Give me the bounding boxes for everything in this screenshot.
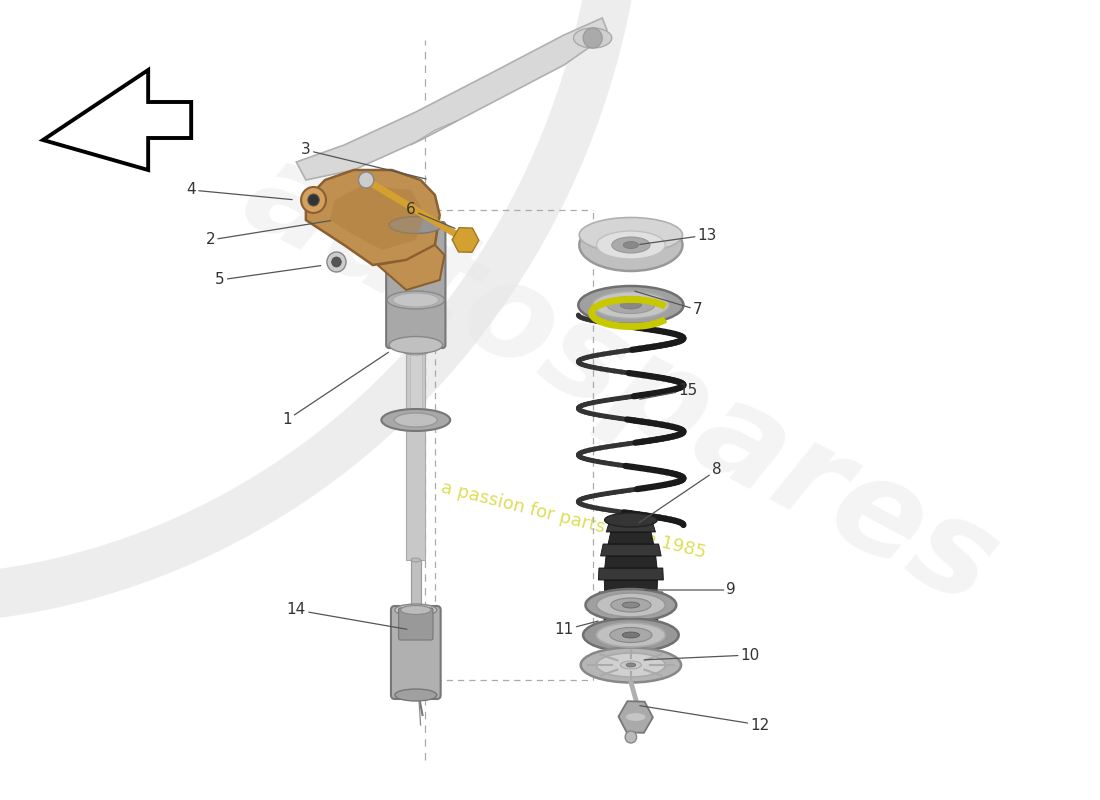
Ellipse shape [624, 242, 638, 249]
Circle shape [359, 172, 374, 188]
Text: 6: 6 [406, 202, 455, 228]
Circle shape [308, 194, 319, 206]
Text: 9: 9 [645, 582, 736, 598]
Text: 1: 1 [282, 352, 388, 427]
Ellipse shape [625, 713, 646, 722]
Polygon shape [598, 568, 663, 580]
Text: 12: 12 [640, 706, 770, 733]
Text: 2: 2 [206, 221, 330, 247]
Text: a passion for parts since 1985: a passion for parts since 1985 [439, 478, 708, 562]
Circle shape [301, 187, 326, 213]
Ellipse shape [411, 558, 420, 562]
Ellipse shape [596, 231, 666, 259]
Polygon shape [603, 616, 659, 628]
Ellipse shape [580, 218, 682, 253]
Bar [411, 560, 420, 610]
Polygon shape [606, 520, 656, 532]
Bar [410, 350, 421, 420]
Ellipse shape [596, 593, 666, 617]
Polygon shape [610, 628, 651, 640]
Bar [406, 350, 426, 560]
Ellipse shape [382, 409, 450, 431]
Text: 13: 13 [640, 227, 717, 245]
Text: 8: 8 [639, 462, 722, 522]
Ellipse shape [605, 513, 657, 527]
Text: autospares: autospares [224, 129, 1019, 631]
Ellipse shape [620, 661, 641, 669]
Ellipse shape [394, 413, 438, 427]
Ellipse shape [596, 623, 666, 647]
Circle shape [625, 731, 637, 743]
Text: 4: 4 [186, 182, 293, 200]
Ellipse shape [612, 237, 650, 253]
Ellipse shape [596, 653, 666, 677]
Ellipse shape [579, 286, 683, 324]
FancyBboxPatch shape [390, 606, 441, 699]
FancyBboxPatch shape [386, 222, 446, 348]
Polygon shape [296, 18, 607, 180]
Polygon shape [608, 532, 653, 544]
Ellipse shape [581, 647, 681, 682]
Ellipse shape [607, 297, 654, 314]
Ellipse shape [583, 618, 679, 651]
Ellipse shape [395, 689, 437, 701]
Circle shape [327, 252, 346, 272]
Polygon shape [604, 580, 658, 592]
Ellipse shape [387, 291, 444, 309]
Polygon shape [598, 592, 663, 604]
FancyBboxPatch shape [398, 608, 433, 640]
Ellipse shape [593, 291, 669, 318]
Ellipse shape [389, 217, 442, 234]
Polygon shape [411, 120, 459, 145]
Ellipse shape [580, 219, 682, 271]
Ellipse shape [623, 632, 639, 638]
Polygon shape [330, 185, 426, 250]
Ellipse shape [610, 598, 651, 612]
Text: 5: 5 [214, 266, 321, 287]
Ellipse shape [620, 301, 641, 309]
Text: 3: 3 [301, 142, 426, 179]
Ellipse shape [585, 589, 676, 621]
Polygon shape [606, 604, 656, 616]
Ellipse shape [400, 606, 431, 614]
Text: 7: 7 [635, 291, 703, 318]
Text: 11: 11 [554, 621, 598, 638]
Ellipse shape [389, 337, 442, 354]
Polygon shape [377, 245, 444, 290]
Polygon shape [601, 544, 661, 556]
Ellipse shape [402, 345, 430, 355]
Ellipse shape [626, 663, 636, 667]
Text: 15: 15 [640, 382, 697, 399]
Ellipse shape [623, 602, 639, 608]
Ellipse shape [573, 28, 612, 48]
Ellipse shape [609, 627, 652, 642]
Text: 14: 14 [287, 602, 407, 630]
Text: 10: 10 [645, 647, 760, 662]
Circle shape [583, 28, 602, 48]
Ellipse shape [609, 634, 652, 646]
Circle shape [332, 257, 341, 267]
Polygon shape [306, 170, 440, 265]
Ellipse shape [395, 604, 437, 616]
Ellipse shape [393, 293, 439, 307]
Polygon shape [43, 70, 191, 170]
Polygon shape [605, 556, 657, 568]
